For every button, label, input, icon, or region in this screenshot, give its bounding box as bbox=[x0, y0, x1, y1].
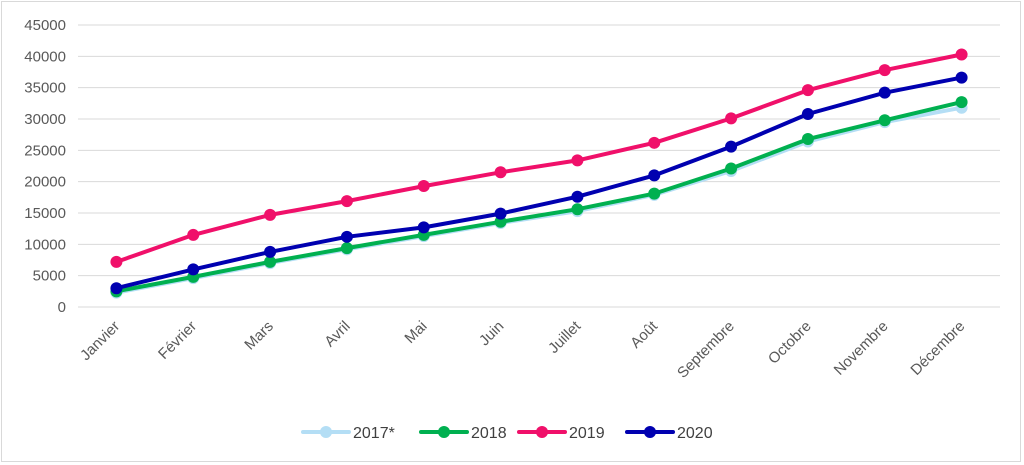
data-point bbox=[494, 207, 507, 220]
y-tick-label: 35000 bbox=[24, 80, 66, 97]
data-point bbox=[955, 96, 968, 109]
data-point bbox=[264, 245, 277, 258]
y-tick-label: 45000 bbox=[24, 17, 66, 34]
data-point bbox=[110, 282, 123, 295]
data-point bbox=[340, 195, 353, 208]
data-point bbox=[648, 136, 661, 149]
x-tick-label: Juin bbox=[476, 318, 507, 349]
x-axis: Janvier Février Mars Avril Mai Juin Juillet Aoû… bbox=[77, 317, 968, 381]
legend: 2017* 2018 2019 2020 bbox=[301, 425, 713, 442]
data-point bbox=[417, 221, 430, 234]
data-point bbox=[725, 112, 738, 125]
legend-item: 2020 bbox=[625, 425, 713, 442]
data-point bbox=[264, 255, 277, 268]
legend-marker bbox=[536, 426, 548, 438]
data-point bbox=[187, 263, 200, 276]
x-tick-label: Février bbox=[155, 318, 200, 363]
y-tick-label: 30000 bbox=[24, 111, 66, 128]
x-tick-label: Avril bbox=[321, 318, 353, 350]
data-point bbox=[187, 228, 200, 241]
legend-label: 2020 bbox=[677, 425, 713, 442]
data-point bbox=[878, 64, 891, 77]
x-tick-label: Octobre bbox=[765, 318, 815, 368]
data-point bbox=[878, 86, 891, 99]
x-tick-label: Août bbox=[627, 317, 661, 351]
data-point bbox=[801, 107, 814, 120]
y-tick-label: 0 bbox=[58, 299, 66, 316]
data-point bbox=[648, 187, 661, 200]
series-2020 bbox=[110, 71, 968, 295]
legend-marker bbox=[438, 426, 450, 438]
series-group bbox=[110, 48, 968, 299]
y-tick-label: 5000 bbox=[33, 268, 66, 285]
legend-label: 2018 bbox=[471, 425, 507, 442]
data-point bbox=[801, 84, 814, 97]
legend-item: 2019 bbox=[517, 425, 605, 442]
gridlines bbox=[78, 24, 1000, 308]
legend-item: 2018 bbox=[419, 425, 507, 442]
legend-marker bbox=[320, 426, 332, 438]
x-tick-label: Novembre bbox=[831, 318, 892, 379]
data-point bbox=[878, 114, 891, 127]
legend-item: 2017* bbox=[301, 425, 395, 442]
data-point bbox=[571, 154, 584, 167]
legend-label: 2017* bbox=[353, 425, 395, 442]
data-point bbox=[340, 242, 353, 255]
series-2018 bbox=[110, 96, 968, 298]
legend-marker bbox=[644, 426, 656, 438]
data-point bbox=[571, 190, 584, 203]
y-axis: 0 5000 10000 15000 20000 25000 30000 35000 40000… bbox=[24, 17, 66, 316]
data-point bbox=[955, 71, 968, 84]
x-tick-label: Mai bbox=[401, 318, 430, 347]
data-point bbox=[340, 230, 353, 243]
x-tick-label: Décembre bbox=[907, 318, 968, 379]
x-tick-label: Juillet bbox=[545, 317, 585, 357]
series-2019 bbox=[110, 48, 968, 268]
data-point bbox=[264, 208, 277, 221]
data-point bbox=[110, 255, 123, 268]
series-line bbox=[114, 100, 964, 294]
y-tick-label: 15000 bbox=[24, 205, 66, 222]
series-line bbox=[114, 52, 964, 264]
y-tick-label: 40000 bbox=[24, 48, 66, 65]
data-point bbox=[725, 140, 738, 153]
x-tick-label: Janvier bbox=[77, 318, 123, 364]
series-line bbox=[114, 75, 964, 291]
data-point bbox=[725, 162, 738, 175]
x-tick-label: Mars bbox=[241, 318, 277, 354]
y-tick-label: 25000 bbox=[24, 142, 66, 159]
data-point bbox=[571, 203, 584, 216]
data-point bbox=[955, 48, 968, 61]
x-tick-label: Septembre bbox=[674, 318, 738, 382]
data-point bbox=[801, 133, 814, 146]
data-point bbox=[417, 180, 430, 193]
series-line bbox=[114, 105, 964, 295]
y-tick-label: 20000 bbox=[24, 174, 66, 191]
data-point bbox=[494, 166, 507, 179]
y-tick-label: 10000 bbox=[24, 236, 66, 253]
legend-label: 2019 bbox=[569, 425, 605, 442]
data-point bbox=[648, 169, 661, 182]
